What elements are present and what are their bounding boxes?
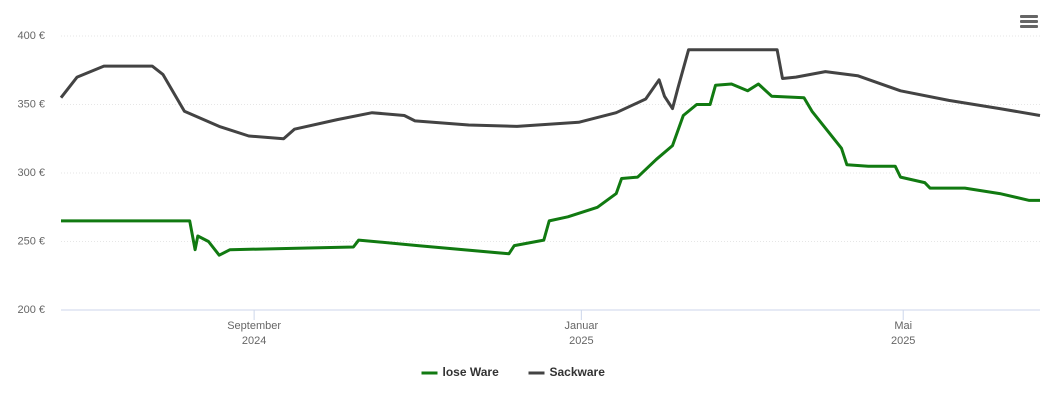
menu-icon[interactable]: [1020, 15, 1038, 28]
menu-bar: [1020, 25, 1038, 28]
line-series: [59, 48, 1041, 141]
menu-bar: [1020, 20, 1038, 23]
x-tick-label: 2025: [891, 335, 915, 347]
legend-label: lose Ware: [443, 365, 500, 379]
x-tick-label: Mai: [894, 320, 912, 332]
line-series: [61, 82, 1040, 257]
y-tick-label: 250 €: [17, 235, 45, 247]
y-tick-label: 300 €: [17, 167, 45, 179]
x-tick-label: 2024: [242, 335, 266, 347]
legend-label: Sackware: [550, 365, 606, 379]
y-tick-label: 350 €: [17, 98, 45, 110]
y-tick-label: 400 €: [17, 30, 45, 42]
x-tick-label: September: [227, 320, 281, 332]
legend-item[interactable]: Sackware: [528, 365, 606, 379]
x-tick-label: 2025: [569, 335, 593, 347]
y-tick-label: 200 €: [17, 304, 45, 316]
menu-bar: [1020, 15, 1038, 18]
x-tick-label: Januar: [565, 320, 599, 332]
legend-item[interactable]: lose Ware: [421, 365, 500, 379]
